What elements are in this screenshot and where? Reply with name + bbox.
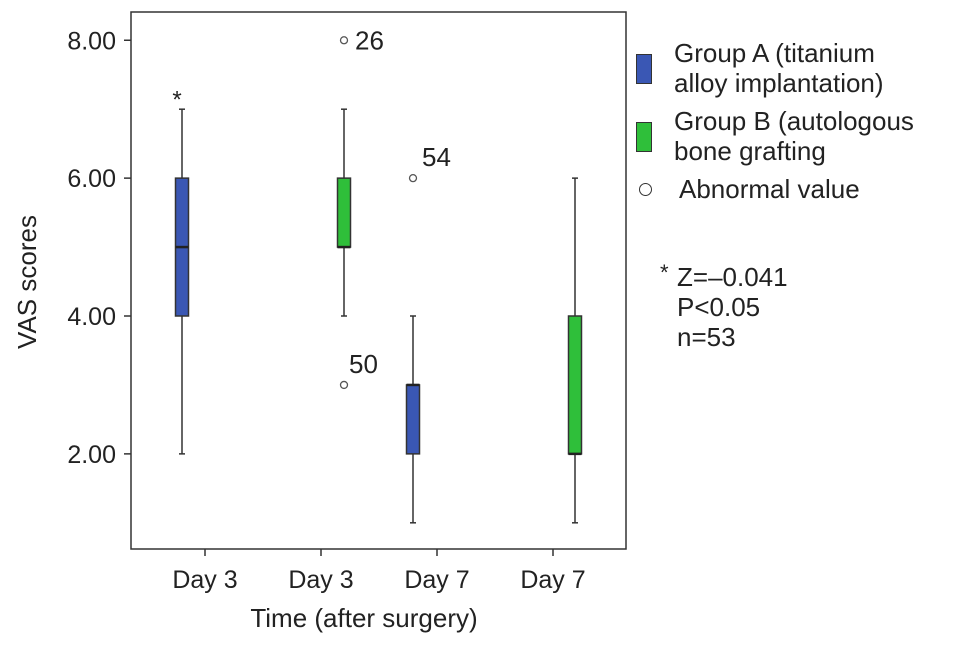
- box-day-3-group-b: 26 50: [336, 25, 384, 390]
- outlier-label: 54: [422, 142, 451, 172]
- legend-item-abnormal: Abnormal value: [636, 174, 914, 204]
- box-iqr: [567, 315, 583, 455]
- box-iqr: [336, 177, 352, 248]
- legend-label: Group A (titanium alloy implantation): [674, 38, 884, 98]
- box-day-3-group-a: *: [172, 86, 190, 455]
- z-value: Z=–0.041: [677, 262, 788, 292]
- legend-swatch-green: [636, 122, 652, 152]
- outlier-marker: [339, 36, 349, 45]
- y-tick-label: 6.00: [67, 165, 116, 193]
- legend-swatch-blue: [636, 54, 652, 84]
- outlier-label: 50: [349, 349, 378, 379]
- y-axis: 2.00 4.00 6.00 8.00: [67, 27, 131, 469]
- extreme-outlier-marker: *: [172, 86, 181, 113]
- legend-item-group-b: Group B (autologous bone grafting: [636, 106, 914, 166]
- x-tick-label: Day 7: [520, 566, 585, 594]
- circle-icon: [639, 183, 652, 196]
- boxes: * 26 50 54: [172, 25, 583, 524]
- outlier-label: 26: [355, 25, 384, 55]
- n-value: n=53: [677, 322, 736, 352]
- x-tick-label: Day 7: [404, 566, 469, 594]
- x-axis: Day 3 Day 3 Day 7 Day 7: [172, 549, 586, 594]
- legend-label: Group B (autologous bone grafting: [674, 106, 914, 166]
- y-tick-label: 4.00: [67, 303, 116, 331]
- outlier-marker: [408, 173, 418, 183]
- stats-annotation: * Z=–0.041 P<0.05 n=53: [660, 260, 788, 352]
- plot-frame: [130, 11, 627, 550]
- x-tick-label: Day 3: [172, 566, 237, 594]
- outlier-marker: [339, 380, 349, 390]
- legend-item-group-a: Group A (titanium alloy implantation): [636, 38, 914, 98]
- y-tick-label: 2.00: [67, 441, 116, 469]
- legend: Group A (titanium alloy implantation) Gr…: [636, 38, 914, 212]
- p-value: P<0.05: [677, 292, 761, 322]
- x-tick-label: Day 3: [288, 566, 353, 594]
- legend-label: Abnormal value: [679, 174, 860, 204]
- box-day-7-group-a: 54: [405, 142, 451, 524]
- box-day-7-group-b: [567, 177, 583, 524]
- y-tick-label: 8.00: [67, 27, 116, 55]
- x-axis-label: Time (after surgery): [250, 603, 477, 633]
- box-iqr: [405, 384, 421, 455]
- asterisk: *: [660, 260, 669, 285]
- y-axis-label: VAS scores: [12, 215, 42, 349]
